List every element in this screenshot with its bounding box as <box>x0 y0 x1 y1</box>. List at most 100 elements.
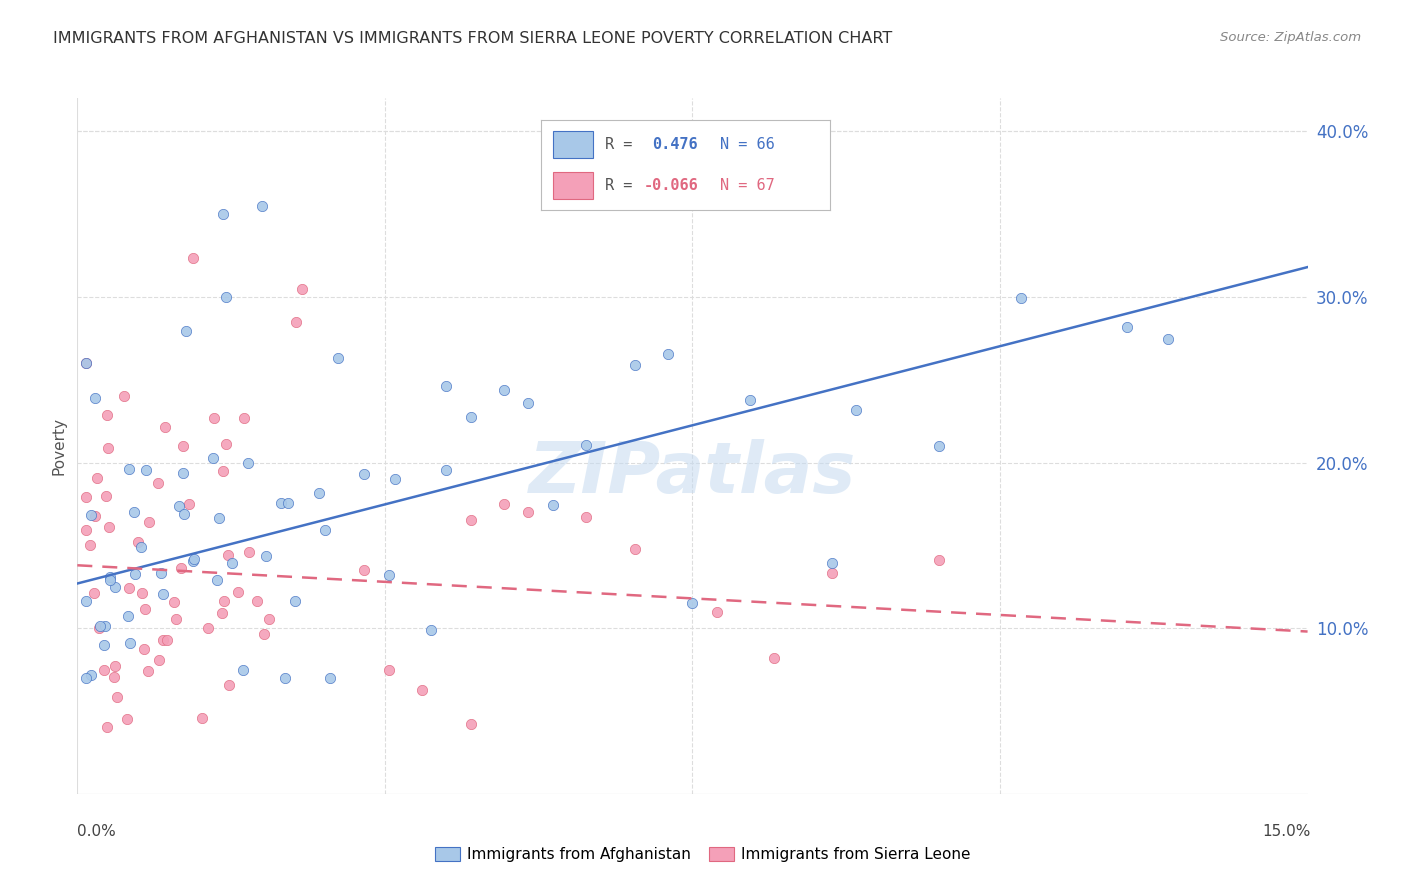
Point <box>217 548 239 562</box>
Text: -0.066: -0.066 <box>644 178 699 193</box>
Point <box>575 437 598 451</box>
Point <box>132 641 155 656</box>
Point <box>98 573 121 587</box>
Point <box>232 411 254 425</box>
Point <box>682 596 704 610</box>
Text: Source: ZipAtlas.com: Source: ZipAtlas.com <box>1220 31 1361 45</box>
Point <box>117 609 139 624</box>
Point <box>89 619 111 633</box>
Point <box>211 464 233 478</box>
Point <box>104 659 127 673</box>
Point <box>138 516 160 530</box>
Point <box>274 671 297 685</box>
Point <box>517 396 540 410</box>
Point <box>112 389 135 403</box>
Point <box>87 622 110 636</box>
Point <box>821 566 844 580</box>
Point <box>172 439 194 453</box>
Point <box>79 538 101 552</box>
Point <box>83 586 105 600</box>
Point <box>221 556 243 570</box>
Point <box>197 621 219 635</box>
Point <box>928 553 950 567</box>
Text: R =: R = <box>605 137 641 152</box>
Point <box>148 653 170 667</box>
Point <box>163 595 186 609</box>
Legend: Immigrants from Afghanistan, Immigrants from Sierra Leone: Immigrants from Afghanistan, Immigrants … <box>429 841 977 868</box>
Point <box>236 456 259 470</box>
Point <box>314 523 336 537</box>
Point <box>86 471 108 485</box>
Point <box>211 606 233 620</box>
Point <box>738 392 761 407</box>
Point <box>378 663 401 677</box>
Point <box>624 542 647 557</box>
Point <box>83 509 105 524</box>
Text: ZIPatlas: ZIPatlas <box>529 440 856 508</box>
Point <box>541 498 564 512</box>
Point <box>434 379 457 393</box>
Point <box>319 671 342 685</box>
Point <box>98 570 121 584</box>
Point <box>1157 333 1180 347</box>
Point <box>215 436 238 450</box>
Point <box>152 587 174 601</box>
Text: N = 67: N = 67 <box>720 178 775 193</box>
Point <box>845 403 868 417</box>
Point <box>254 549 277 563</box>
Point <box>257 612 280 626</box>
Point <box>165 612 187 626</box>
Point <box>201 451 224 466</box>
Point <box>202 410 225 425</box>
Text: IMMIGRANTS FROM AFGHANISTAN VS IMMIGRANTS FROM SIERRA LEONE POVERTY CORRELATION : IMMIGRANTS FROM AFGHANISTAN VS IMMIGRANT… <box>53 31 893 46</box>
Point <box>238 545 260 559</box>
Point <box>96 720 118 734</box>
Point <box>411 682 433 697</box>
Point <box>212 594 235 608</box>
Point <box>105 690 128 704</box>
Point <box>277 496 299 510</box>
Point <box>384 472 406 486</box>
Point <box>207 574 229 588</box>
Point <box>173 507 195 521</box>
Point <box>103 670 125 684</box>
Point <box>150 566 173 580</box>
Point <box>492 497 515 511</box>
Point <box>174 324 197 338</box>
Point <box>284 594 307 608</box>
Point <box>181 554 204 568</box>
Point <box>232 663 254 677</box>
Point <box>252 199 274 213</box>
Point <box>122 505 145 519</box>
Y-axis label: Poverty: Poverty <box>51 417 66 475</box>
Point <box>93 663 115 677</box>
Point <box>1116 319 1139 334</box>
Point <box>308 485 330 500</box>
Point <box>1010 291 1032 305</box>
Point <box>93 638 115 652</box>
Point <box>97 441 120 455</box>
Point <box>104 580 127 594</box>
Point <box>218 678 240 692</box>
Point <box>84 391 107 405</box>
FancyBboxPatch shape <box>553 131 593 158</box>
Point <box>419 623 441 637</box>
Text: 0.476: 0.476 <box>652 137 697 152</box>
Text: 0.0%: 0.0% <box>77 824 117 838</box>
Point <box>96 408 118 422</box>
Point <box>246 594 269 608</box>
Point <box>460 717 482 731</box>
Point <box>492 383 515 397</box>
Point <box>96 489 118 503</box>
Point <box>517 505 540 519</box>
Point <box>353 467 375 481</box>
Point <box>156 633 179 648</box>
Point <box>214 290 236 304</box>
Point <box>80 508 103 523</box>
Text: R =: R = <box>605 178 633 193</box>
Point <box>378 568 401 582</box>
Point <box>75 490 97 504</box>
Point <box>191 711 214 725</box>
Point <box>436 463 458 477</box>
FancyBboxPatch shape <box>553 172 593 199</box>
